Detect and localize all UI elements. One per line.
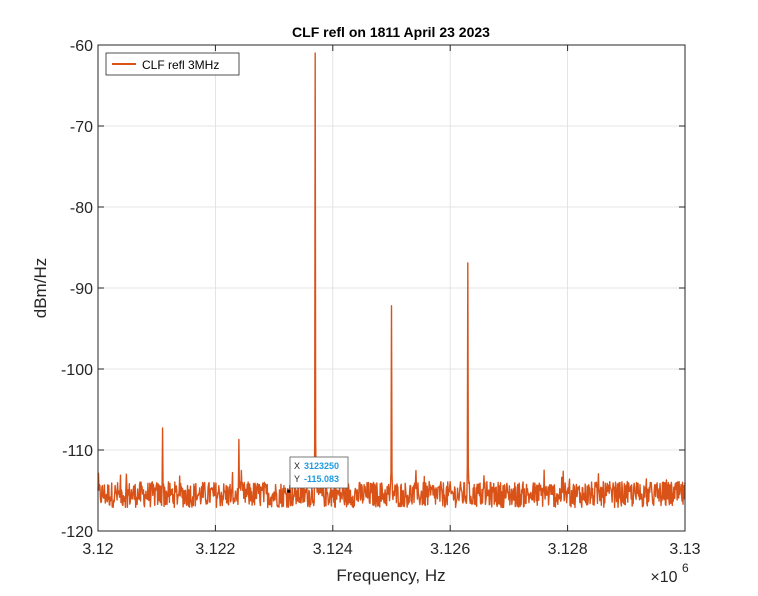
datatip-y-value: -115.083 xyxy=(304,474,339,484)
datatip-x-label: X xyxy=(294,461,300,471)
ticks: 3.12 3.122 3.124 3.126 3.128 3.13 -120 -110 -100… xyxy=(61,38,701,558)
y-tick-label: -80 xyxy=(70,200,93,217)
y-tick-label: -110 xyxy=(62,443,93,460)
y-tick-label: -120 xyxy=(61,524,93,541)
x-exponent-power: 6 xyxy=(682,561,689,575)
chart-title: CLF refl on 1811 April 23 2023 xyxy=(292,24,490,40)
series-line-clf-refl xyxy=(97,52,686,509)
legend[interactable]: CLF refl 3MHz xyxy=(105,52,240,76)
y-tick-label: -70 xyxy=(70,119,93,136)
x-tick-label: 3.128 xyxy=(548,541,588,558)
legend-box xyxy=(105,52,240,76)
series-layer xyxy=(97,52,686,509)
datatip[interactable]: X 3123250 Y -115.083 xyxy=(287,456,349,493)
y-tick-label: -100 xyxy=(61,362,93,379)
y-tick-label: -90 xyxy=(70,281,93,298)
x-tick-label: 3.13 xyxy=(669,541,700,558)
datatip-marker xyxy=(287,489,291,493)
datatip-box xyxy=(289,456,349,489)
y-axis-label: dBm/Hz xyxy=(31,258,50,318)
y-tick-label: -60 xyxy=(70,38,93,55)
datatip-y-label: Y xyxy=(294,474,300,484)
legend-label: CLF refl 3MHz xyxy=(142,58,219,72)
x-axis-label: Frequency, Hz xyxy=(336,566,445,585)
x-tick-label: 3.122 xyxy=(195,541,235,558)
grid xyxy=(97,44,686,532)
x-tick-label: 3.126 xyxy=(430,541,470,558)
x-exponent-base: ×10 xyxy=(650,569,677,586)
x-tick-label: 3.124 xyxy=(313,541,353,558)
x-tick-label: 3.12 xyxy=(82,541,113,558)
datatip-x-value: 3123250 xyxy=(304,461,339,471)
